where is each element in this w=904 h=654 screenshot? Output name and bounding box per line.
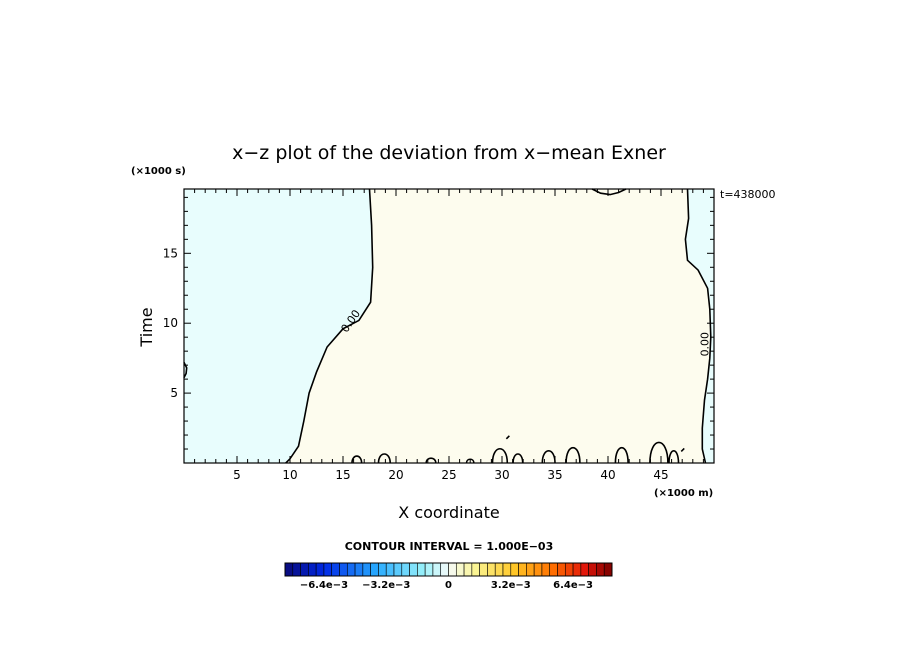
colorbar-swatch (385, 562, 395, 577)
colorbar-swatch (432, 562, 442, 577)
colorbar-swatch (588, 562, 597, 577)
x-axis-label: X coordinate (398, 503, 499, 522)
x-tick-label: 15 (335, 468, 350, 482)
colorbar-swatch (471, 562, 480, 577)
colorbar-tick-label: 0 (445, 580, 452, 591)
colorbar-swatch (292, 562, 301, 577)
colorbar-swatch (580, 562, 589, 577)
colorbar-tick-label: −3.2e−3 (362, 580, 410, 591)
x-axis: 5 10 15 20 25 30 35 40 45 (194, 189, 704, 482)
bottom-contour-11 (668, 450, 680, 464)
colorbar-swatch (502, 562, 512, 577)
colorbar-swatch (564, 562, 574, 577)
colorbar-swatch (596, 562, 605, 577)
colorbar-swatch (284, 562, 294, 577)
x-unit-label: (×1000 m) (654, 488, 713, 499)
chart-title: x−z plot of the deviation from x−mean Ex… (232, 142, 666, 164)
colorbar-tick-label: 6.4e−3 (553, 580, 593, 591)
bottom-contour-5 (491, 447, 509, 464)
colorbar-swatch (393, 562, 403, 577)
colorbar-swatch (603, 562, 613, 577)
colorbar-swatch (362, 562, 371, 577)
time-stamp: t=438000 (720, 188, 776, 201)
x-tick-label: 40 (600, 468, 615, 482)
positive-region (285, 189, 711, 463)
colorbar-swatch (541, 562, 551, 577)
plot-area: 0.000.00 (183, 188, 715, 464)
bottom-contour-2 (377, 453, 391, 464)
colorbar-swatch (354, 562, 364, 577)
colorbar-swatch (479, 562, 488, 577)
colorbar-tick-label: −6.4e−3 (300, 580, 348, 591)
colorbar-tick-label: 3.2e−3 (491, 580, 531, 591)
contour-label-right: 0.00 (699, 332, 712, 357)
colorbar-swatch (308, 562, 317, 577)
colorbar-swatch (409, 562, 418, 577)
bottom-contour-1 (351, 455, 363, 464)
y-tick-label: 15 (163, 246, 178, 260)
bottom-contour-10 (649, 441, 669, 464)
y-unit-label: (×1000 s) (131, 166, 186, 177)
colorbar-swatch (463, 562, 473, 577)
x-tick-label: 30 (494, 468, 509, 482)
colorbar-frame (284, 562, 613, 577)
colorbar-swatch (494, 562, 504, 577)
bottom-contour-3 (425, 457, 437, 464)
colorbar-swatch (424, 562, 434, 577)
x-tick-label: 25 (441, 468, 456, 482)
x-tick-label: 10 (282, 468, 297, 482)
y-tick-label: 5 (170, 386, 178, 400)
x-tick-label: 45 (653, 468, 668, 482)
bottom-contour-8 (565, 446, 581, 464)
colorbar-swatch (487, 562, 496, 577)
small-contour-1 (505, 435, 510, 440)
colorbar: −6.4e−3 −3.2e−3 0 3.2e−3 6.4e−3 (284, 562, 613, 591)
colorbar-swatch (331, 562, 340, 577)
colorbar-swatch (370, 562, 379, 577)
x-tick-label: 35 (547, 468, 562, 482)
colorbar-swatch (339, 562, 348, 577)
contour-interval-label: CONTOUR INTERVAL = 1.000E−03 (345, 540, 554, 553)
x-tick-label: 5 (233, 468, 241, 482)
colorbar-swatch (526, 562, 535, 577)
colorbar-swatch (346, 562, 356, 577)
colorbar-swatch (315, 562, 325, 577)
small-contour-2 (680, 447, 685, 452)
colorbar-swatch (518, 562, 527, 577)
bottom-contour-6 (512, 453, 524, 464)
colorbar-swatch (300, 562, 309, 577)
bottom-contour-9 (614, 446, 629, 464)
y-tick-label: 10 (163, 316, 178, 330)
colorbar-swatch (572, 562, 582, 577)
colorbar-swatch (510, 562, 519, 577)
colorbar-swatch (557, 562, 566, 577)
colorbar-swatch (378, 562, 387, 577)
colorbar-swatch (549, 562, 558, 577)
y-axis-label: Time (137, 307, 156, 347)
colorbar-swatch (417, 562, 426, 577)
y-axis: 5 10 15 (163, 196, 714, 450)
zero-contour-left (285, 188, 374, 464)
x-tick-label: 20 (388, 468, 403, 482)
colorbar-swatch (448, 562, 457, 577)
colorbar-swatch (323, 562, 333, 577)
colorbar-swatch (440, 562, 449, 577)
colorbar-swatch (533, 562, 543, 577)
colorbar-swatch (455, 562, 465, 577)
colorbar-swatch (401, 562, 410, 577)
